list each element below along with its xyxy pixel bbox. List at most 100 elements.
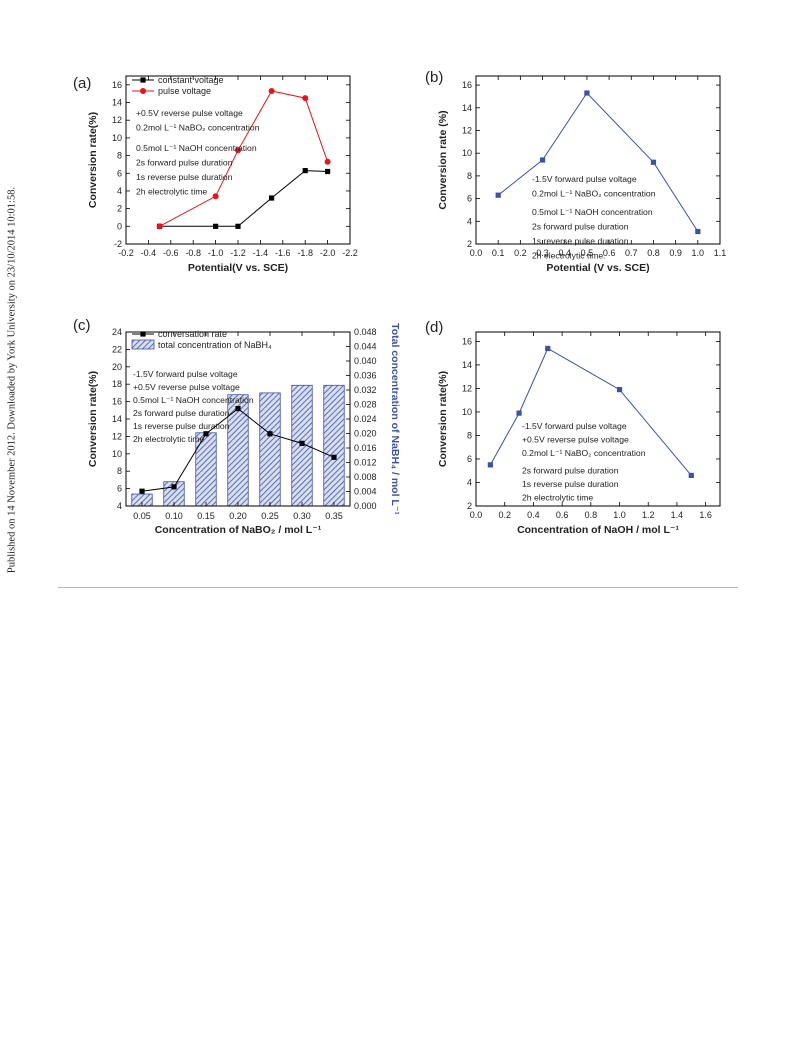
y2-tick-label: 0.024 bbox=[354, 414, 377, 424]
annotation-text: 2s forward pulse duration bbox=[532, 222, 629, 232]
data-point bbox=[487, 462, 493, 468]
y-tick-label: 10 bbox=[112, 133, 122, 143]
data-point bbox=[267, 431, 273, 437]
x-tick-label: 0.7 bbox=[625, 248, 638, 258]
y-tick-label: 4 bbox=[117, 501, 122, 511]
legend-entry: total concentration of NaBH₄ bbox=[158, 340, 272, 350]
x-tick-label: 0.25 bbox=[261, 511, 279, 521]
y-tick-label: 4 bbox=[117, 186, 122, 196]
annotation-text: -1.5V forward pulse voltage bbox=[532, 174, 637, 184]
y-tick-label: 10 bbox=[112, 449, 122, 459]
annotation-text: 1s reverse pulse duration bbox=[522, 479, 619, 489]
data-point bbox=[688, 472, 694, 479]
y-tick-label: 6 bbox=[467, 194, 472, 204]
legend-swatch bbox=[131, 339, 155, 350]
annotation-text: 0.2mol L⁻¹ NaBO₂ concentration bbox=[532, 189, 656, 199]
annotation-text: 0.2mol L⁻¹ NaBO₂ concentration bbox=[136, 123, 260, 133]
y-tick-label: 6 bbox=[117, 484, 122, 494]
x-tick-label: -0.2 bbox=[118, 248, 134, 258]
y-tick-label: 8 bbox=[467, 171, 472, 181]
x-axis-label: Concentration of NaBO₂ / mol L⁻¹ bbox=[155, 524, 322, 536]
data-point bbox=[156, 223, 163, 230]
plot-frame bbox=[475, 75, 721, 245]
x-tick-label: 1.1 bbox=[714, 248, 727, 258]
x-tick-label: 0.3 bbox=[536, 248, 549, 258]
y-tick-label: 12 bbox=[112, 115, 122, 125]
data-point bbox=[495, 192, 501, 198]
annotation-text: -1.5V forward pulse voltage bbox=[133, 369, 238, 379]
x-tick-label: 0.2 bbox=[498, 510, 511, 520]
chart-b-svg: (b) 0.0 0.1 0.2 0.3 0.4 0.5 0.6 0.7 0.8 0.9 1.0 1.1 2… bbox=[425, 69, 727, 274]
x-tick-label: 0.4 bbox=[558, 248, 571, 258]
annotation-text: 1s reverse pulse duration bbox=[532, 236, 629, 246]
data-point bbox=[545, 345, 551, 352]
x-tick-label: -2.0 bbox=[320, 248, 336, 258]
x-tick-label: 0.8 bbox=[585, 510, 598, 520]
data-point bbox=[212, 193, 219, 200]
x-tick-label: -1.8 bbox=[297, 248, 313, 258]
data-point bbox=[299, 440, 305, 446]
y2-tick-label: 0.044 bbox=[354, 342, 377, 352]
bar bbox=[323, 384, 345, 507]
legend-entry: constant voltage bbox=[158, 75, 224, 85]
x-tick-label: -0.6 bbox=[163, 248, 179, 258]
y-tick-label: 16 bbox=[462, 336, 472, 346]
x-axis-label: Potential (V vs. SCE) bbox=[546, 262, 649, 274]
chart-panel-a: (a) -0.2 -0.4 -0.6 -0.8 -1.0 -1.2 -1.4 -1.6 -1.8-… bbox=[60, 66, 370, 301]
x-tick-label: 0.9 bbox=[669, 248, 682, 258]
series-line bbox=[159, 170, 328, 227]
data-point bbox=[171, 484, 177, 490]
legend-entry: conversation rate bbox=[158, 329, 227, 339]
data-point bbox=[139, 488, 145, 494]
annotation-text: 1s reverse pulse duration bbox=[136, 172, 233, 182]
y-tick-label: 8 bbox=[117, 151, 122, 161]
data-point bbox=[584, 90, 590, 96]
y-tick-label: 4 bbox=[467, 477, 472, 487]
data-point bbox=[516, 410, 522, 416]
annotation-text: 0.2mol L⁻¹ NaBO₂ concentration bbox=[522, 448, 646, 458]
y2-tick-label: 0.020 bbox=[354, 429, 377, 439]
x-axis-label: Potential(V vs. SCE) bbox=[188, 262, 288, 274]
x-tick-label: 1.2 bbox=[642, 510, 655, 520]
x-tick-label: 0.0 bbox=[470, 510, 483, 520]
y2-tick-label: 0.048 bbox=[354, 327, 377, 337]
x-tick-label: 1.6 bbox=[699, 510, 712, 520]
legend-marker bbox=[140, 331, 146, 337]
x-tick-label: 0.20 bbox=[229, 511, 247, 521]
annotation-text: -1.5V forward pulse voltage bbox=[522, 421, 627, 431]
y-tick-label: 2 bbox=[467, 239, 472, 249]
x-tick-label: -1.0 bbox=[208, 248, 224, 258]
x-tick-label: -2.2 bbox=[342, 248, 358, 258]
annotation-text: +0.5V reverse pulse voltage bbox=[522, 435, 629, 445]
y-tick-label: 4 bbox=[467, 216, 472, 226]
x-tick-label: 0.10 bbox=[165, 511, 183, 521]
y-tick-label: 24 bbox=[112, 327, 122, 337]
x-tick-label: 1.4 bbox=[671, 510, 684, 520]
y-tick-label: 8 bbox=[117, 466, 122, 476]
annotation-text: +0.5V reverse pulse voltage bbox=[136, 108, 243, 118]
annotation-text: 2h electrolytic time bbox=[522, 493, 593, 503]
chart-a-svg: (a)-0.2 -0.4 -0.6 -0.8 -1.0 -1.2 -1.4 -1.6 -1.8-… bbox=[73, 75, 358, 274]
y2-tick-label: 0.012 bbox=[354, 458, 377, 468]
y2-tick-label: 0.032 bbox=[354, 385, 377, 395]
x-tick-label: 0.0 bbox=[470, 248, 483, 258]
y-axis-label: Conversion rate(%) bbox=[87, 371, 99, 467]
data-point bbox=[324, 158, 331, 165]
data-point bbox=[213, 223, 219, 229]
x-tick-label: 0.1 bbox=[492, 248, 505, 258]
x-tick-label: 0.6 bbox=[556, 510, 569, 520]
y-tick-label: 2 bbox=[467, 501, 472, 511]
y2-tick-label: 0.008 bbox=[354, 472, 377, 482]
x-tick-label: -1.6 bbox=[275, 248, 291, 258]
x-tick-label: 1.0 bbox=[613, 510, 626, 520]
y-tick-label: -2 bbox=[114, 239, 122, 249]
x-tick-label: 0.4 bbox=[527, 510, 540, 520]
y-tick-label: 22 bbox=[112, 344, 122, 354]
annotation-text: +0.5V reverse pulse voltage bbox=[133, 382, 240, 392]
y2-tick-label: 0.016 bbox=[354, 443, 377, 453]
data-point bbox=[616, 387, 623, 393]
legend-entry: pulse voltage bbox=[158, 86, 211, 96]
x-tick-label: 1.0 bbox=[692, 248, 705, 258]
annotation-text: 2h electrolytic time bbox=[133, 434, 204, 444]
y-tick-label: 14 bbox=[462, 360, 472, 370]
